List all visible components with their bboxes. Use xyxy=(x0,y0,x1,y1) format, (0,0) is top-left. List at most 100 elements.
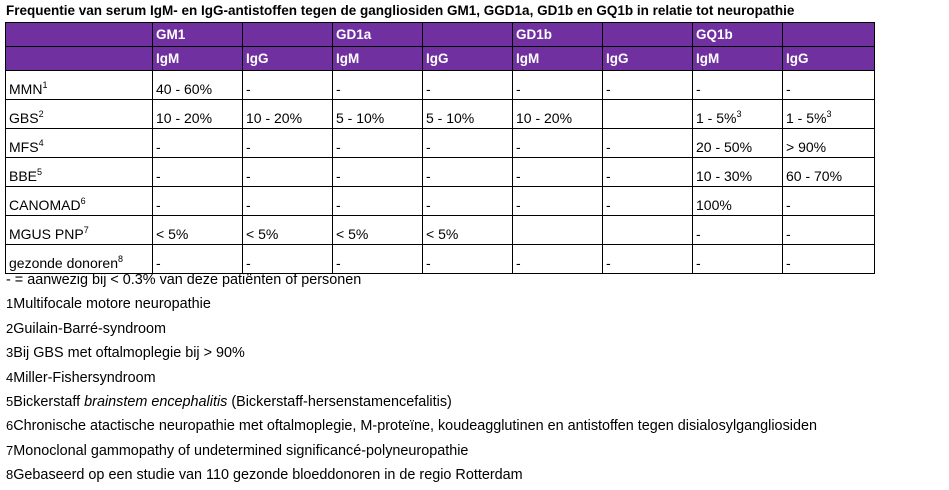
table-cell: - xyxy=(422,128,513,158)
header-ganglioside xyxy=(782,22,875,47)
header-antibody: IgM xyxy=(692,46,783,71)
header-ganglioside: GQ1b xyxy=(692,22,783,47)
table-cell: - xyxy=(422,157,513,187)
table-cell: < 5% xyxy=(332,215,423,245)
header-antibody: IgM xyxy=(152,46,243,71)
table-cell: - xyxy=(512,157,603,187)
table-cell: - xyxy=(152,186,243,216)
table-cell: - xyxy=(512,244,603,274)
footnote-item: 7Monoclonal gammopathy of undetermined s… xyxy=(6,442,469,459)
table-cell: > 90% xyxy=(782,128,875,158)
table-cell: - xyxy=(782,244,875,274)
table-cell: < 5% xyxy=(422,215,513,245)
header-antibody: IgM xyxy=(512,46,603,71)
table-cell: 40 - 60% xyxy=(152,70,243,100)
table-cell: - xyxy=(512,128,603,158)
table-cell: - xyxy=(422,244,513,274)
table-cell: - xyxy=(782,186,875,216)
table-cell: - xyxy=(332,70,423,100)
table-cell: - xyxy=(242,157,333,187)
table-cell: 60 - 70% xyxy=(782,157,875,187)
table-cell: - xyxy=(602,128,693,158)
footnote-item: 4Miller-Fishersyndroom xyxy=(6,369,156,386)
table-cell: - xyxy=(692,215,783,245)
table-cell: < 5% xyxy=(152,215,243,245)
table-cell: - xyxy=(242,128,333,158)
footnote-item: 6Chronische atactische neuropathie met o… xyxy=(6,418,817,435)
table-cell: - xyxy=(242,70,333,100)
table-row: gezonde donoren8- - - - - - - - xyxy=(5,244,875,274)
header-ganglioside xyxy=(602,22,693,47)
table-cell: 10 - 20% xyxy=(242,99,333,129)
table-cell xyxy=(512,215,603,245)
table-cell: 20 - 50% xyxy=(692,128,783,158)
row-label: MFS4 xyxy=(5,128,153,158)
table-cell: 5 - 10% xyxy=(332,99,423,129)
table-cell: - xyxy=(512,186,603,216)
header-ganglioside xyxy=(422,22,513,47)
header-antibody: IgG xyxy=(242,46,333,71)
table-cell: - xyxy=(782,215,875,245)
table-row: BBE5- - - - - -10 - 30% 60 - 70% xyxy=(5,157,875,187)
table-cell: - xyxy=(692,244,783,274)
header-corner xyxy=(5,46,153,71)
header-ganglioside xyxy=(242,22,333,47)
table-cell: - xyxy=(332,128,423,158)
antibody-frequency-table: GM1 GD1a GD1b GQ1b IgM IgG IgM IgG IgM I… xyxy=(5,22,875,274)
header-antibody: IgM xyxy=(332,46,423,71)
table-cell xyxy=(602,99,693,129)
table-cell: - xyxy=(242,244,333,274)
table-cell: - xyxy=(242,186,333,216)
table-cell: 10 - 20% xyxy=(152,99,243,129)
table-title: Frequentie van serum IgM- en IgG-antisto… xyxy=(6,3,795,18)
footnote-item: 8Gebaseerd op een studie van 110 gezonde… xyxy=(6,467,523,484)
header-ganglioside: GD1a xyxy=(332,22,423,47)
table-cell: < 5% xyxy=(242,215,333,245)
header-antibody: IgG xyxy=(422,46,513,71)
header-corner xyxy=(5,22,153,47)
table-cell: 1 - 5%3 xyxy=(782,99,875,129)
row-label: gezonde donoren8 xyxy=(5,244,153,274)
table-cell: 100% xyxy=(692,186,783,216)
footnote-item: 5Bickerstaff brainstem encephalitis (Bic… xyxy=(6,393,452,410)
table-cell: - xyxy=(692,70,783,100)
table-cell: - xyxy=(512,70,603,100)
table-cell xyxy=(602,215,693,245)
row-label: MGUS PNP7 xyxy=(5,215,153,245)
header-antibody: IgG xyxy=(782,46,875,71)
table-cell: - xyxy=(332,157,423,187)
table-cell: 5 - 10% xyxy=(422,99,513,129)
table-cell: - xyxy=(332,186,423,216)
table-cell: - xyxy=(422,186,513,216)
table-cell: - xyxy=(422,70,513,100)
table-cell: - xyxy=(602,70,693,100)
row-label: BBE5 xyxy=(5,157,153,187)
table-cell: 10 - 20% xyxy=(512,99,603,129)
footnote-item: 1Multifocale motore neuropathie xyxy=(6,296,211,313)
header-ganglioside: GM1 xyxy=(152,22,243,47)
table-cell: - xyxy=(152,157,243,187)
table-cell: - xyxy=(602,157,693,187)
footnotes: - = aanwezig bij < 0.3% van deze patiënt… xyxy=(6,268,946,488)
table-cell: - xyxy=(152,244,243,274)
table-row: CANOMAD6- - - - - -100% - xyxy=(5,186,875,216)
header-antibody: IgG xyxy=(602,46,693,71)
table-row: GBS2 10 - 20% 10 - 20% 5 - 10% 5 - 10% 10 - 2… xyxy=(5,99,875,129)
table-cell: - xyxy=(602,186,693,216)
table-row: MMN1 40 - 60% - - - - - - - xyxy=(5,70,875,100)
table-cell: - xyxy=(152,128,243,158)
row-label: MMN1 xyxy=(5,70,153,100)
table-cell: - xyxy=(332,244,423,274)
table-row: MFS4- - - - - -20 - 50% > 90% xyxy=(5,128,875,158)
row-label: CANOMAD6 xyxy=(5,186,153,216)
table-cell: 10 - 30% xyxy=(692,157,783,187)
table-cell: - xyxy=(782,70,875,100)
ganglioside-header-row: GM1 GD1a GD1b GQ1b xyxy=(5,22,875,47)
antibody-header-row: IgM IgG IgM IgG IgM IgG IgM IgG xyxy=(5,46,875,71)
footnote-item: 3Bij GBS met oftalmoplegie bij > 90% xyxy=(6,345,245,362)
table-row: MGUS PNP7 < 5% < 5% < 5% < 5% - - xyxy=(5,215,875,245)
row-label: GBS2 xyxy=(5,99,153,129)
legend-note: - = aanwezig bij < 0.3% van deze patiënt… xyxy=(6,272,362,288)
table-cell: 1 - 5%3 xyxy=(692,99,783,129)
header-ganglioside: GD1b xyxy=(512,22,603,47)
